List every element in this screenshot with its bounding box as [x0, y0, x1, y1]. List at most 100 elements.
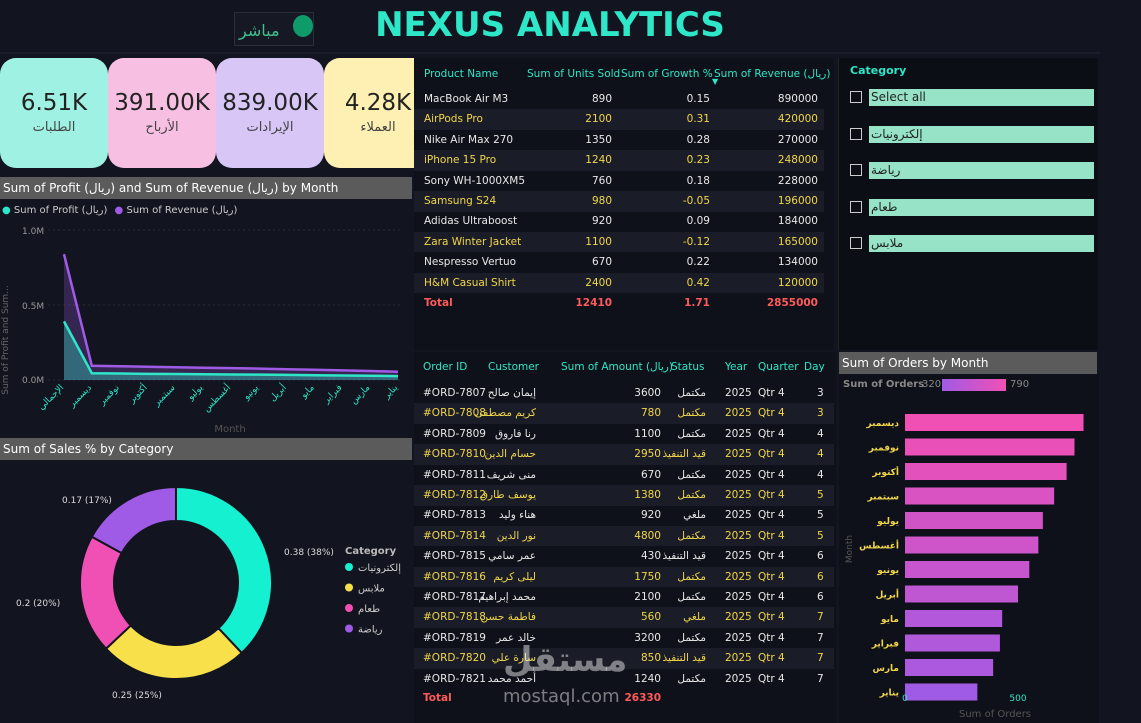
bar[interactable] — [905, 561, 1030, 578]
bar[interactable] — [905, 463, 1067, 480]
donut-slice[interactable] — [104, 624, 244, 680]
bar[interactable] — [905, 414, 1084, 431]
table-row[interactable]: H&M Casual Shirt 2400 0.42 120000 — [414, 272, 824, 294]
table-cell: 2025 — [725, 550, 752, 563]
checkbox[interactable] — [850, 200, 862, 213]
table-cell: 3 — [817, 387, 824, 399]
table-row[interactable]: #ORD-7807 إيمان صالح 3600 مكتمل 2025 Qtr 4 3 — [414, 383, 834, 404]
table-cell: 2025 — [725, 672, 752, 685]
table-cell: 560 — [640, 611, 661, 624]
table-row[interactable]: #ORD-7811 منى شريف 670 مكتمل 2025 Qtr 4 4 — [414, 465, 834, 486]
bar[interactable] — [905, 659, 994, 676]
bar-chart-ylabel: Month — [845, 535, 855, 563]
table-row[interactable]: #ORD-7816 ليلى كريم 1750 مكتمل 2025 Qtr 4 6 — [414, 566, 834, 588]
table-row[interactable]: #ORD-7818 فاطمة حسن 560 ملغي 2025 Qtr 4 7 — [414, 607, 834, 628]
table-row[interactable]: #ORD-7813 هناء وليد 920 ملغي 2025 Qtr 4 5 — [414, 505, 834, 526]
donut-slice[interactable] — [175, 485, 273, 655]
table-cell: 1750 — [634, 570, 661, 583]
table-cell: 7 — [817, 652, 824, 665]
total-units: 12410 — [575, 297, 612, 309]
slicer-item[interactable]: طعام — [869, 198, 1094, 216]
table-row[interactable]: Nike Air Max 270 1350 0.28 270000 — [414, 130, 824, 151]
table-cell: #ORD-7807 — [423, 387, 486, 399]
table-row[interactable]: iPhone 15 Pro 1240 0.23 248000 — [414, 150, 824, 171]
table-row[interactable]: Zara Winter Jacket 1100 -0.12 165000 — [414, 231, 824, 253]
total-growth: 1.71 — [684, 297, 710, 309]
donut-chart: 0.38 (38%) 0.17 (17%) 0.2 (20%) 0.25 (25… — [16, 485, 401, 701]
bar[interactable] — [905, 634, 1000, 652]
table-cell: 2025 — [725, 591, 752, 603]
table-cell: قيد التنفيذ — [662, 652, 706, 665]
bar[interactable] — [905, 536, 1039, 554]
slicer-item[interactable]: Select all — [869, 89, 1094, 106]
table-cell: #ORD-7819 — [423, 631, 486, 644]
checkbox[interactable] — [850, 237, 862, 249]
table-row[interactable]: Nespresso Vertuo 670 0.22 134000 — [414, 252, 824, 273]
table-cell: 5 — [817, 529, 824, 542]
table-cell: H&M Casual Shirt — [424, 276, 516, 289]
kpi-label: العملاء — [360, 120, 396, 135]
checkbox[interactable] — [850, 127, 862, 140]
col-amount[interactable]: Sum of Amount (ريال) — [561, 361, 673, 373]
table-cell: #ORD-7809 — [423, 427, 486, 440]
series-line[interactable] — [62, 320, 399, 378]
bar[interactable] — [905, 585, 1018, 603]
table-row[interactable]: #ORD-7815 عمر سامي 430 قيد التنفيذ 2025 Qtr 4… — [414, 546, 834, 567]
table-row[interactable]: #ORD-7820 سارة علي 850 قيد التنفيذ 2025 Qtr 4… — [414, 648, 834, 669]
table-row[interactable]: #ORD-7809 رنا فاروق 1100 مكتمل 2025 Qtr 4 4 — [414, 424, 834, 445]
table-row[interactable]: #ORD-7819 خالد عمر 3200 مكتمل 2025 Qtr 4 7 — [414, 628, 834, 649]
legend-dot-icon — [345, 604, 353, 612]
bar-category-label: أبريل — [876, 589, 899, 601]
table-row[interactable]: MacBook Air M3 890 0.15 890000 — [414, 89, 824, 110]
col-growth[interactable]: Sum of Growth % — [621, 68, 713, 80]
bar[interactable] — [905, 683, 978, 701]
bar-category-label: مايو — [880, 615, 899, 625]
donut-slice[interactable] — [90, 485, 177, 555]
table-row[interactable]: #ORD-7814 نور الدين 4800 مكتمل 2025 Qtr 4 5 — [414, 525, 834, 547]
col-order-id[interactable]: Order ID — [423, 361, 468, 373]
legend-dot-icon: ● — [2, 205, 11, 216]
bar-legend-gradient — [942, 379, 1006, 391]
table-row[interactable]: Sony WH-1000XM5 760 0.18 228000 — [414, 171, 824, 192]
donut-slice[interactable] — [79, 535, 133, 651]
table-row[interactable]: Samsung S24 980 -0.05 196000 — [414, 191, 824, 212]
series-line[interactable] — [62, 253, 399, 373]
col-year[interactable]: Year — [725, 361, 748, 373]
bar-chart: ديسمبر نوفمبر أكتوبر سبتمبر يوليو أغسطس يونيو أ… — [845, 414, 1084, 720]
bar-category-label: ديسمبر — [866, 419, 900, 429]
slicer-item[interactable]: رياضة — [869, 162, 1094, 179]
table-cell: 228000 — [777, 174, 818, 187]
col-revenue[interactable]: Sum of Revenue (ريال) — [714, 68, 831, 80]
kpi-value: 4.28K — [344, 90, 412, 116]
col-product-name[interactable]: Product Name — [424, 68, 499, 80]
col-units-sold[interactable]: Sum of Units Sold — [527, 68, 621, 80]
checkbox[interactable] — [850, 164, 862, 176]
table-row[interactable]: #ORD-7808 كريم مصطفى 780 مكتمل 2025 Qtr 4 3 — [414, 403, 834, 424]
col-day[interactable]: Day — [804, 361, 825, 373]
bar[interactable] — [905, 512, 1043, 529]
bar-legend-label: Sum of Orders — [843, 379, 925, 390]
sort-desc-icon[interactable]: ▼ — [712, 77, 719, 86]
table-row[interactable]: #ORD-7812 يوسف طارق 1380 مكتمل 2025 Qtr 4 5 — [414, 485, 834, 506]
live-indicator[interactable]: مباشر — [234, 12, 314, 46]
table-row[interactable]: #ORD-7810 حسام الدين 2950 قيد التنفيذ 2025 Qt… — [414, 444, 834, 465]
table-cell: نور الدين — [496, 529, 536, 542]
table-row[interactable]: Adidas Ultraboost 920 0.09 184000 — [414, 211, 824, 232]
table-cell: 1100 — [585, 235, 612, 248]
checkbox[interactable] — [850, 91, 862, 103]
col-customer[interactable]: Customer — [488, 361, 540, 373]
table-cell: فاطمة حسن — [480, 611, 536, 624]
table-row[interactable]: #ORD-7817 محمد إبراهيم 2100 مكتمل 2025 Qtr 4 6 — [414, 587, 834, 608]
bar[interactable] — [905, 610, 1003, 627]
bar[interactable] — [905, 438, 1075, 456]
bar-legend-min: 320 — [922, 379, 942, 390]
table-row[interactable]: AirPods Pro 2100 0.31 420000 — [414, 109, 824, 130]
bar[interactable] — [905, 487, 1055, 505]
slicer-item[interactable]: ملابس — [869, 235, 1094, 252]
slicer-item[interactable]: إلكترونيات — [869, 125, 1094, 143]
kpi-label: الإيرادات — [246, 120, 294, 135]
col-quarter[interactable]: Quarter — [758, 361, 799, 373]
col-status[interactable]: Status — [671, 361, 705, 373]
donut-legend-item: إلكترونيات — [358, 563, 401, 574]
table-row[interactable]: #ORD-7821 أحمد محمد 1240 مكتمل 2025 Qtr 4 7 — [414, 669, 834, 690]
